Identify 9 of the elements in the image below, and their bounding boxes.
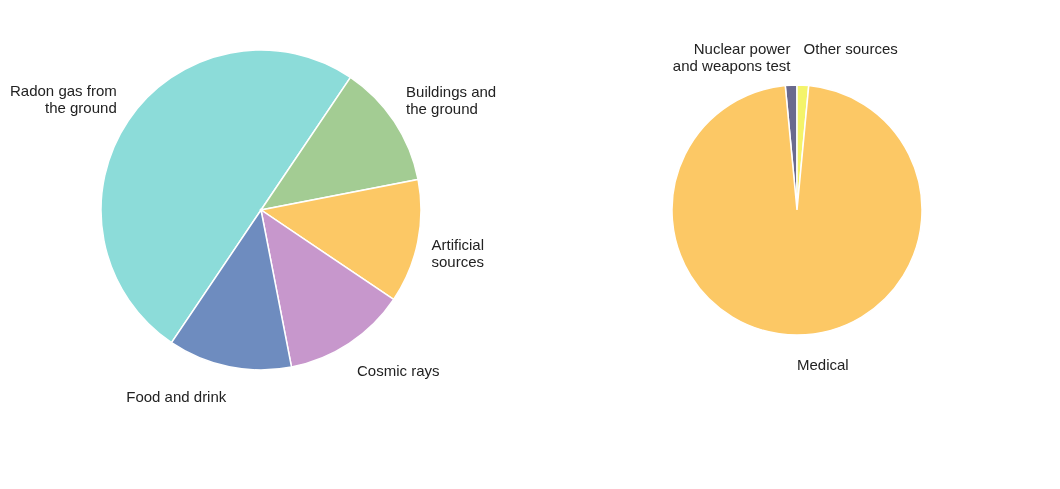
slice-label: Medical	[797, 356, 849, 373]
slice-label: Nuclear power and weapons test	[672, 40, 792, 75]
pie-slice	[671, 84, 923, 336]
slice-label: Artificial sources	[431, 235, 485, 270]
slice-label: Other sources	[803, 40, 898, 58]
slice-label: Food and drink	[126, 387, 227, 405]
slice-label: Buildings and the ground	[406, 82, 497, 117]
slice-label: Cosmic rays	[357, 362, 440, 380]
slice-label: Radon gas from the ground	[10, 81, 117, 116]
